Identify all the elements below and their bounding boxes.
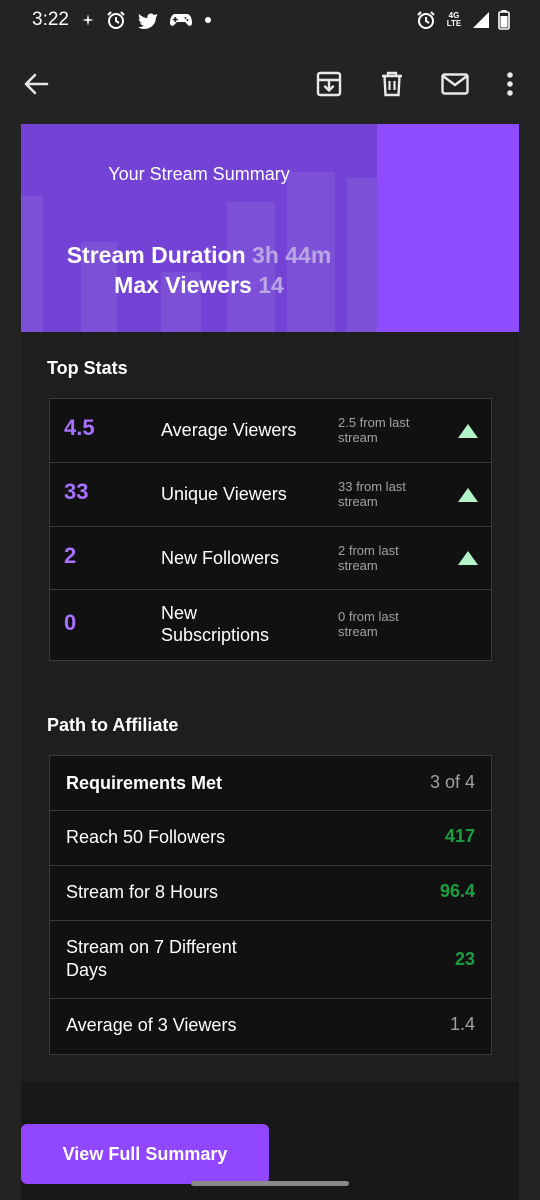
affiliate-label: Stream on 7 Different Days [66, 937, 237, 980]
affiliate-row: Average of 3 Viewers 1.4 [50, 999, 491, 1054]
max-viewers-label: Max Viewers [114, 272, 252, 298]
stat-change: 2 from last stream [338, 543, 399, 573]
stat-label: Unique Viewers [161, 484, 287, 504]
stat-row-new-followers: 2 New Followers 2 from last stream [50, 527, 491, 590]
max-viewers-value: 14 [258, 272, 284, 298]
banner-decor-bar [81, 242, 117, 332]
affiliate-row: Stream for 8 Hours 96.4 [50, 866, 491, 921]
back-button[interactable] [16, 64, 56, 104]
banner-panel: Your Stream Summary Stream Duration 3h 4… [21, 124, 377, 332]
stream-duration-label: Stream Duration [66, 242, 246, 268]
stat-row-new-subscriptions: 0 New Subscriptions 0 from last stream [50, 590, 491, 660]
trend-up-icon [458, 424, 478, 438]
stat-row-unique-viewers: 33 Unique Viewers 33 from last stream [50, 463, 491, 527]
email-body: Your Stream Summary Stream Duration 3h 4… [21, 124, 519, 1200]
affiliate-value: 23 [454, 949, 475, 969]
affiliate-value: 3 of 4 [429, 772, 475, 792]
affiliate-label: Stream for 8 Hours [66, 882, 219, 902]
stat-label: New Subscriptions [161, 603, 270, 645]
stat-row-average-viewers: 4.5 Average Viewers 2.5 from last stream [50, 399, 491, 463]
twitter-icon [138, 12, 158, 29]
app-bar [0, 42, 540, 124]
view-full-summary-button[interactable]: View Full Summary [21, 1124, 269, 1184]
affiliate-value: 96.4 [439, 881, 475, 901]
max-viewers-line: Max Viewers 14 [21, 272, 377, 299]
status-time: 3:22 [32, 9, 69, 30]
affiliate-value: 417 [444, 826, 475, 846]
delete-button[interactable] [372, 64, 412, 104]
affiliate-title: Path to Affiliate [47, 715, 179, 735]
gesture-nav-bar[interactable] [191, 1181, 349, 1186]
banner-decor-bar [161, 272, 201, 332]
stream-duration-line: Stream Duration 3h 44m [21, 242, 377, 269]
sparkle-icon [82, 14, 94, 26]
back-arrow-icon [24, 73, 49, 95]
affiliate-label: Reach 50 Followers [66, 827, 226, 847]
more-vert-icon [507, 72, 513, 96]
stat-label: Average Viewers [161, 420, 297, 440]
affiliate-value: 1.4 [449, 1014, 475, 1034]
banner-decor-bar [227, 202, 275, 332]
banner-title: Your Stream Summary [108, 164, 290, 184]
stat-value: 0 [64, 610, 77, 635]
banner-decor-bar [347, 178, 377, 332]
banner-decor-bar [21, 196, 43, 332]
dot-icon [204, 16, 212, 24]
battery-icon [498, 10, 510, 30]
top-stats-title: Top Stats [47, 358, 128, 378]
stat-change: 33 from last stream [338, 479, 406, 509]
mark-unread-button[interactable] [435, 64, 475, 104]
affiliate-table: Requirements Met 3 of 4 Reach 50 Followe… [49, 755, 492, 1055]
network-4g-icon: 4G LTE [444, 12, 464, 28]
status-icons-right: 4G LTE [416, 10, 510, 30]
gamepad-icon [170, 12, 192, 28]
mail-icon [441, 73, 469, 95]
signal-icon [472, 11, 490, 29]
trend-up-icon [458, 551, 478, 565]
status-icons-left [82, 10, 212, 30]
banner-decor-bar [287, 172, 335, 332]
status-bar: 3:22 4G LTE [0, 0, 540, 42]
email-content: Your Stream Summary Stream Duration 3h 4… [0, 124, 540, 1200]
network-label: 4G LTE [446, 11, 462, 28]
stat-change: 0 from last stream [338, 609, 399, 639]
stat-value: 4.5 [64, 415, 95, 440]
affiliate-requirements-row: Requirements Met 3 of 4 [50, 756, 491, 811]
stat-value: 33 [64, 479, 89, 504]
trend-up-icon [458, 488, 478, 502]
alarm-icon [416, 10, 436, 30]
affiliate-label: Average of 3 Viewers [66, 1015, 237, 1035]
archive-icon [316, 71, 342, 97]
stat-value: 2 [64, 543, 77, 568]
stat-label: New Followers [161, 548, 280, 568]
affiliate-row: Stream on 7 Different Days 23 [50, 921, 491, 999]
alarm-icon [106, 10, 126, 30]
more-options-button[interactable] [490, 64, 530, 104]
archive-button[interactable] [309, 64, 349, 104]
stream-duration-value: 3h 44m [252, 242, 332, 268]
delete-icon [382, 71, 402, 97]
stat-change: 2.5 from last stream [338, 415, 410, 445]
affiliate-label: Requirements Met [66, 773, 223, 793]
top-stats-table: 4.5 Average Viewers 2.5 from last stream… [49, 398, 492, 661]
stream-summary-banner: Your Stream Summary Stream Duration 3h 4… [21, 124, 519, 332]
affiliate-row: Reach 50 Followers 417 [50, 811, 491, 866]
